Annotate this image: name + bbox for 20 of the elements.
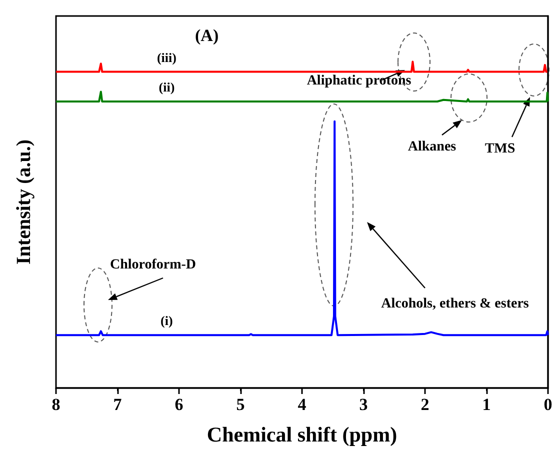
x-tick-label: 0 (544, 395, 552, 414)
chart-title: (A) (195, 26, 219, 45)
x-tick-label: 7 (113, 395, 122, 414)
annotation: Alkanes (408, 140, 457, 154)
annotation: Chloroform-D (110, 258, 196, 272)
annotation: TMS (484, 142, 516, 156)
x-tick-label: 1 (482, 395, 491, 414)
series-label: (ii) (158, 79, 175, 94)
y-axis-title: Intensity (a.u.) (13, 139, 35, 265)
x-tick-label: 4 (298, 395, 307, 414)
x-tick-label: 3 (359, 395, 368, 414)
x-tick-label: 6 (174, 395, 184, 414)
series-label: (iii) (156, 50, 176, 65)
annotation: Aliphatic protons (306, 74, 412, 88)
series-label: (i) (160, 313, 173, 328)
x-tick-label: 5 (236, 395, 245, 414)
x-tick-label: 8 (52, 395, 60, 414)
x-axis-title: Chemical shift (ppm) (206, 422, 398, 446)
annotation: Alcohols, ethers & esters (381, 296, 530, 312)
x-tick-label: 2 (420, 395, 430, 414)
